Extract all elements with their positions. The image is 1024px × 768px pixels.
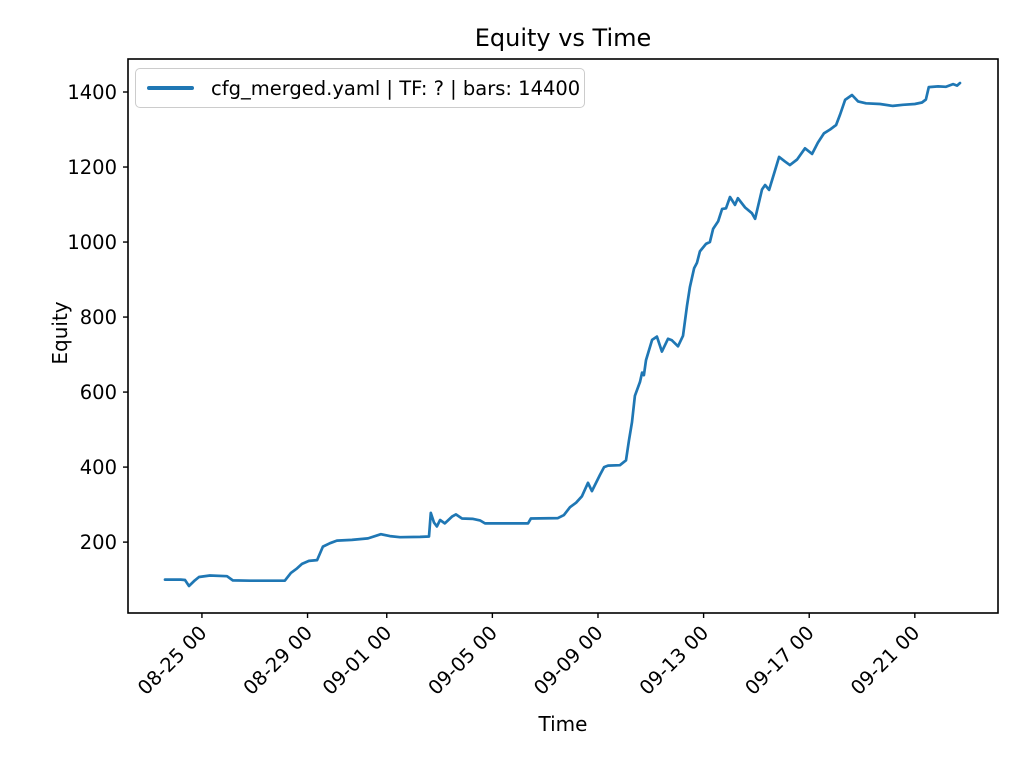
y-tick-label: 1200 [67,156,117,179]
y-tick-label: 1000 [67,231,117,254]
x-tick-label: 09-09 00 [529,621,607,699]
x-tick-label: 08-25 00 [133,621,211,699]
y-tick-label: 800 [80,306,117,329]
x-tick-label: 09-01 00 [318,621,396,699]
y-tick-label: 1400 [67,81,117,104]
legend-line-sample-icon [147,86,194,90]
x-tick-label: 09-13 00 [635,621,713,699]
equity-line [163,81,962,588]
x-axis-label: Time [538,712,588,736]
y-tick-label: 600 [80,381,117,404]
x-tick-label: 09-17 00 [740,621,818,699]
chart-title: Equity vs Time [474,24,652,52]
y-tick-label: 400 [80,456,117,479]
legend-label: cfg_merged.yaml | TF: ? | bars: 14400 [211,76,581,100]
plot-border [127,58,999,614]
legend: cfg_merged.yaml | TF: ? | bars: 14400 [135,68,585,108]
y-tick-label: 200 [80,531,117,554]
x-tick-label: 08-29 00 [239,621,317,699]
y-axis-label: Equity [48,301,72,365]
x-tick-label: 09-05 00 [424,621,502,699]
x-tick-label: 09-21 00 [846,621,924,699]
